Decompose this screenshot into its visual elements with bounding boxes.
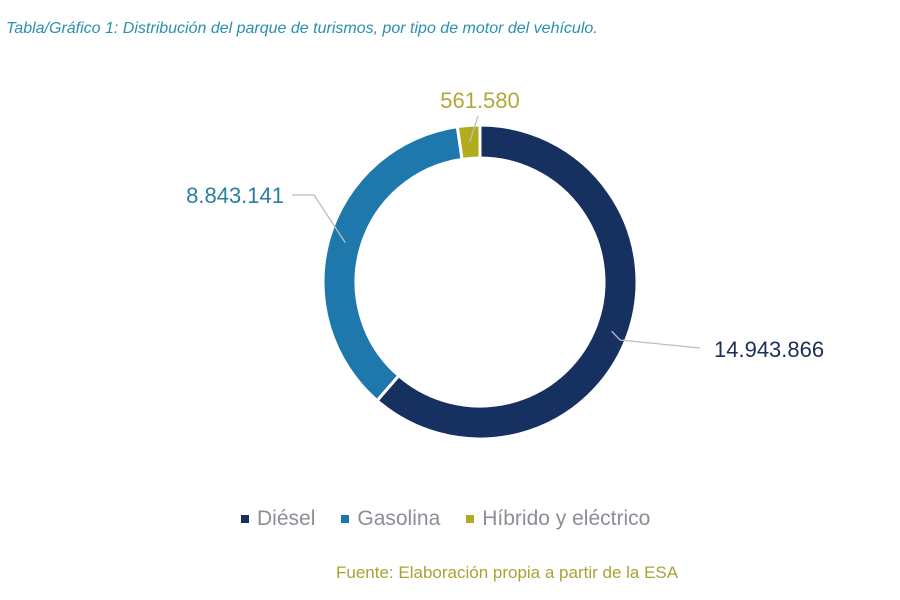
legend-label: Diésel — [257, 507, 316, 530]
legend-label: Híbrido y eléctrico — [482, 507, 651, 530]
data-label: 14.943.866 — [714, 337, 824, 362]
legend-swatch — [341, 515, 350, 523]
slice-hibrido — [455, 123, 482, 162]
leader-line — [469, 115, 479, 143]
legend-label: Gasolina — [357, 507, 441, 530]
legend-swatch — [466, 515, 475, 523]
source-note: Fuente: Elaboración propia a partir de l… — [336, 563, 679, 582]
leader-line — [611, 330, 701, 349]
legend-item-gasolina: Gasolina — [341, 507, 440, 531]
legend-item-hibrido: Híbrido y eléctrico — [466, 507, 650, 531]
chart-title: Tabla/Gráfico 1: Distribución del parque… — [6, 20, 598, 37]
legend-item-diesel: Diésel — [241, 507, 315, 531]
slice-gasolina — [321, 124, 464, 403]
legend: Diésel Gasolina Híbrido y eléctrico — [241, 507, 650, 531]
data-label: 561.580 — [440, 88, 520, 113]
data-label: 8.843.141 — [186, 183, 284, 208]
leader-line — [292, 194, 346, 243]
slice-diesel — [374, 123, 639, 441]
legend-swatch — [241, 515, 249, 523]
